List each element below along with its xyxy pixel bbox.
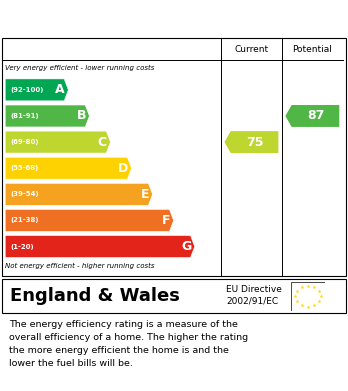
Text: D: D: [118, 162, 128, 175]
Text: C: C: [98, 136, 107, 149]
Text: 87: 87: [307, 109, 324, 122]
Text: A: A: [55, 83, 65, 96]
Polygon shape: [224, 131, 278, 153]
Polygon shape: [5, 157, 132, 179]
Text: England & Wales: England & Wales: [10, 287, 180, 305]
Text: B: B: [77, 109, 86, 122]
Text: (55-68): (55-68): [10, 165, 39, 171]
Text: Energy Efficiency Rating: Energy Efficiency Rating: [9, 11, 219, 26]
Text: (81-91): (81-91): [10, 113, 39, 119]
Polygon shape: [5, 131, 110, 153]
Polygon shape: [5, 79, 68, 101]
Text: (69-80): (69-80): [10, 139, 39, 145]
Text: F: F: [161, 214, 170, 227]
Text: Current: Current: [234, 45, 269, 54]
Text: The energy efficiency rating is a measure of the
overall efficiency of a home. T: The energy efficiency rating is a measur…: [9, 320, 248, 368]
Polygon shape: [5, 210, 174, 231]
Text: (39-54): (39-54): [10, 191, 39, 197]
Text: (1-20): (1-20): [10, 244, 34, 249]
Text: EU Directive
2002/91/EC: EU Directive 2002/91/EC: [226, 285, 282, 306]
Polygon shape: [285, 105, 339, 127]
Text: Very energy efficient - lower running costs: Very energy efficient - lower running co…: [5, 65, 155, 72]
Polygon shape: [5, 183, 152, 205]
Text: E: E: [141, 188, 149, 201]
Text: Potential: Potential: [292, 45, 332, 54]
Text: (92-100): (92-100): [10, 87, 44, 93]
Polygon shape: [5, 105, 89, 127]
Text: (21-38): (21-38): [10, 217, 39, 223]
Text: G: G: [181, 240, 191, 253]
Text: Not energy efficient - higher running costs: Not energy efficient - higher running co…: [5, 262, 155, 269]
Polygon shape: [5, 235, 195, 258]
Text: 75: 75: [246, 136, 263, 149]
